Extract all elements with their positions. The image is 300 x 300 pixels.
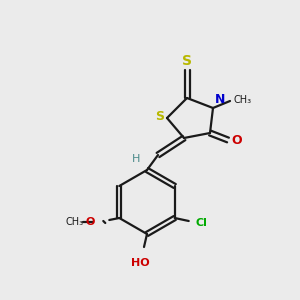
Text: O: O (86, 217, 95, 227)
Text: CH₃: CH₃ (65, 217, 83, 227)
Text: S: S (155, 110, 164, 124)
Text: S: S (182, 54, 192, 68)
Text: HO: HO (131, 258, 149, 268)
Text: N: N (215, 93, 225, 106)
Text: H: H (132, 154, 140, 164)
Text: Cl: Cl (196, 218, 208, 228)
Text: CH₃: CH₃ (234, 95, 252, 105)
Text: O: O (231, 134, 242, 148)
